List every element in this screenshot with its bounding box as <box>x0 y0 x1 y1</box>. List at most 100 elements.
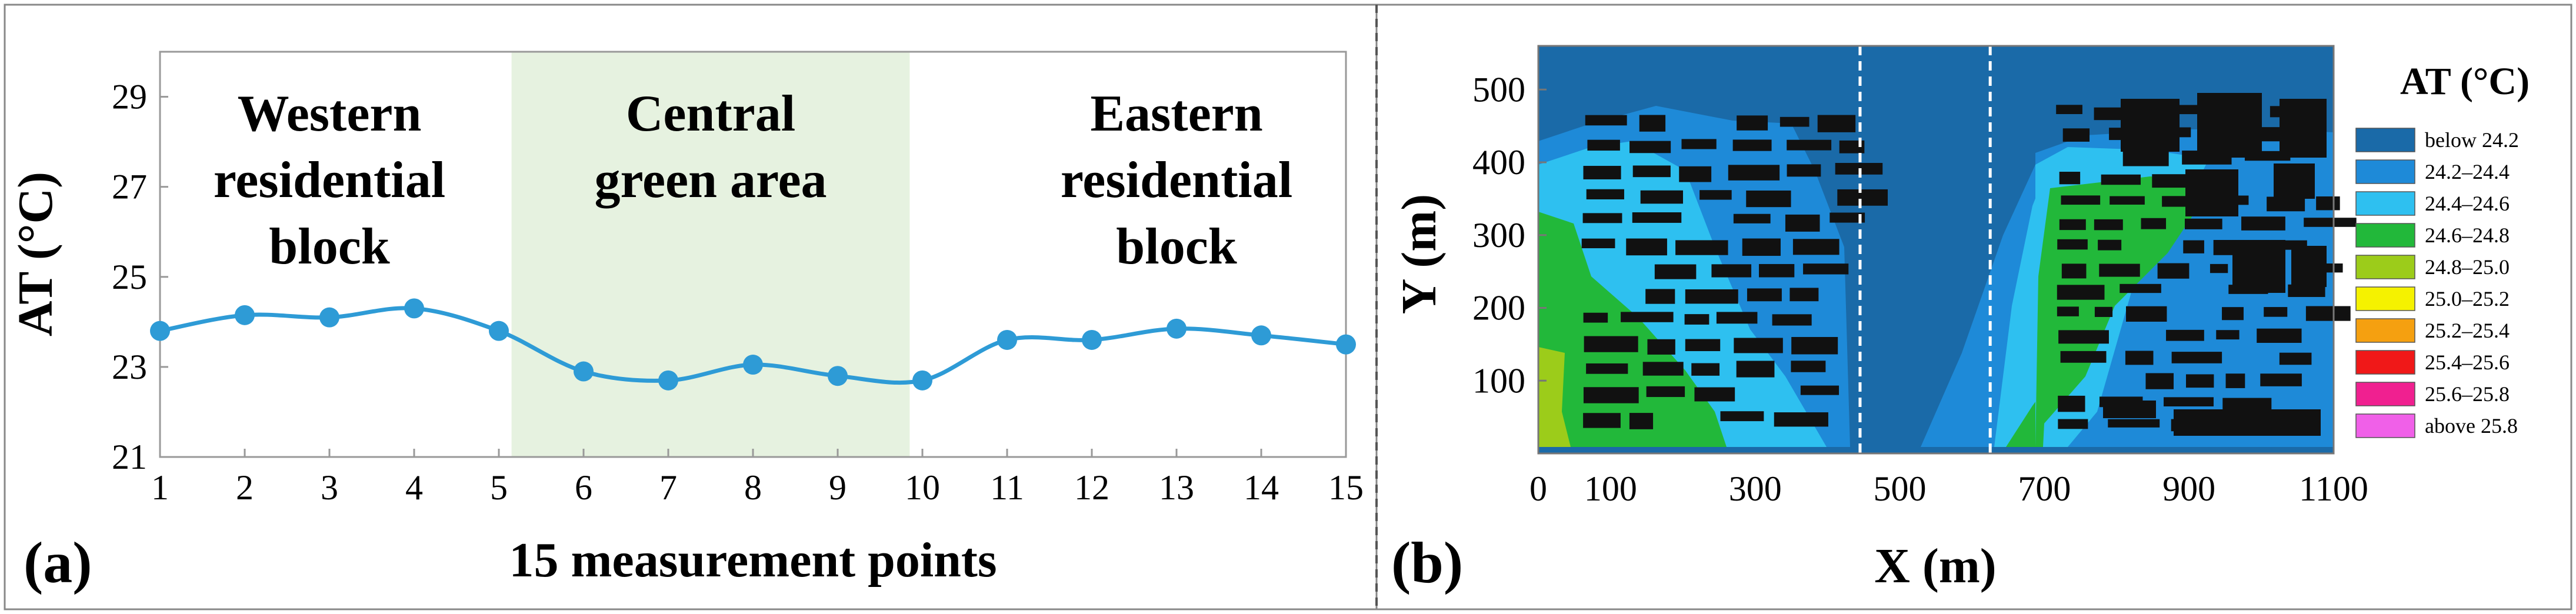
building <box>1642 362 1684 376</box>
building <box>1737 115 1768 131</box>
building <box>1583 413 1621 428</box>
region-annotation-2: Central <box>626 85 795 142</box>
building <box>1685 339 1721 352</box>
region-annotation-1: Western <box>238 85 422 142</box>
building <box>1632 165 1671 178</box>
building <box>1728 165 1780 181</box>
building <box>2222 398 2272 412</box>
building <box>2058 419 2088 429</box>
building <box>1742 238 1781 256</box>
legend-label: above 25.8 <box>2425 414 2518 438</box>
y-tick-label: 400 <box>1472 143 1525 182</box>
x-tick-label: 13 <box>1159 468 1194 507</box>
building <box>2126 306 2167 322</box>
data-point-11 <box>997 329 1017 350</box>
building <box>2166 329 2204 341</box>
building <box>2061 263 2087 279</box>
building <box>1772 314 1812 326</box>
building <box>2174 409 2321 436</box>
legend-label: 25.0–25.2 <box>2425 287 2510 311</box>
panel-b-ylabel: Y (m) <box>1392 194 1447 314</box>
legend-title: AT (°C) <box>2400 60 2530 103</box>
zone-24-8-25-0-west <box>1538 347 1571 447</box>
x-tick-label: 5 <box>490 468 508 507</box>
building <box>2274 163 2315 199</box>
region-annotation-3: block <box>1116 218 1237 275</box>
building <box>1774 412 1828 427</box>
building <box>1716 312 1758 324</box>
building <box>1800 385 1839 395</box>
building <box>1720 411 1764 422</box>
x-tick-label: 4 <box>405 468 423 507</box>
region-annotation-1: block <box>269 218 389 275</box>
building <box>1685 289 1738 304</box>
building <box>2101 174 2141 185</box>
building <box>2125 351 2154 365</box>
building <box>2094 107 2130 121</box>
region-annotation-1: residential <box>214 152 445 209</box>
building <box>1817 115 1856 132</box>
building <box>2197 93 2262 158</box>
building <box>1785 214 1820 232</box>
building <box>1645 289 1675 304</box>
panel-b-xlabel: X (m) <box>1874 539 1997 593</box>
building <box>1792 239 1839 255</box>
panel-a-label: (a) <box>24 530 92 595</box>
building <box>2141 218 2167 229</box>
legend-label: 24.6–24.8 <box>2425 223 2510 247</box>
y-tick-label: 21 <box>112 438 147 476</box>
building <box>1791 337 1838 355</box>
x-tick-label: 1 <box>151 468 169 507</box>
building <box>2057 306 2079 316</box>
building <box>1626 238 1667 256</box>
building <box>2120 283 2161 293</box>
x-tick-label: 0 <box>1529 469 1547 508</box>
building <box>2279 352 2312 365</box>
building <box>2098 239 2122 251</box>
x-tick-label: 6 <box>575 468 592 507</box>
x-tick-label: 1100 <box>2299 469 2368 508</box>
building <box>1839 140 1865 154</box>
building <box>2110 196 2145 205</box>
x-tick-label: 2 <box>236 468 254 507</box>
y-tick-label: 500 <box>1472 70 1525 109</box>
building <box>1736 361 1775 378</box>
building <box>1711 264 1752 278</box>
legend-swatch <box>2355 128 2415 152</box>
building <box>2185 374 2214 388</box>
x-tick-label: 9 <box>829 468 847 507</box>
legend-swatch <box>2355 350 2415 375</box>
building <box>1583 312 1608 323</box>
x-tick-label: 11 <box>990 468 1024 507</box>
building <box>2316 196 2340 211</box>
building <box>2241 216 2285 231</box>
building <box>1621 312 1674 322</box>
building <box>2094 306 2113 317</box>
building <box>2183 240 2204 253</box>
legend-label: 25.6–25.8 <box>2425 382 2510 406</box>
zone-24-4-24-6-central <box>1994 176 2045 447</box>
building <box>1803 263 1849 275</box>
building <box>1629 413 1654 429</box>
x-tick-label: 100 <box>1584 469 1637 508</box>
x-tick-label: 500 <box>1874 469 1927 508</box>
building <box>1691 363 1720 376</box>
building <box>2059 219 2086 231</box>
x-tick-label: 700 <box>2018 469 2071 508</box>
legend-label: 24.4–24.6 <box>2425 192 2510 215</box>
building <box>1681 139 1717 149</box>
panel-b-plot-frame <box>1537 45 2335 455</box>
legend-swatch <box>2355 318 2415 343</box>
building <box>1639 115 1666 132</box>
building <box>1646 386 1685 398</box>
building <box>2108 419 2160 428</box>
building <box>1585 115 1627 126</box>
x-tick-label: 8 <box>744 468 762 507</box>
building <box>1581 238 1615 249</box>
building <box>2057 285 2105 300</box>
panel-b-heatmap: 0 100 300 500 700 900 1100 100 200 300 400 500 Y (… <box>1391 45 2530 595</box>
data-point-4 <box>404 298 424 319</box>
legend-swatch <box>2355 223 2415 248</box>
building <box>2103 401 2156 418</box>
